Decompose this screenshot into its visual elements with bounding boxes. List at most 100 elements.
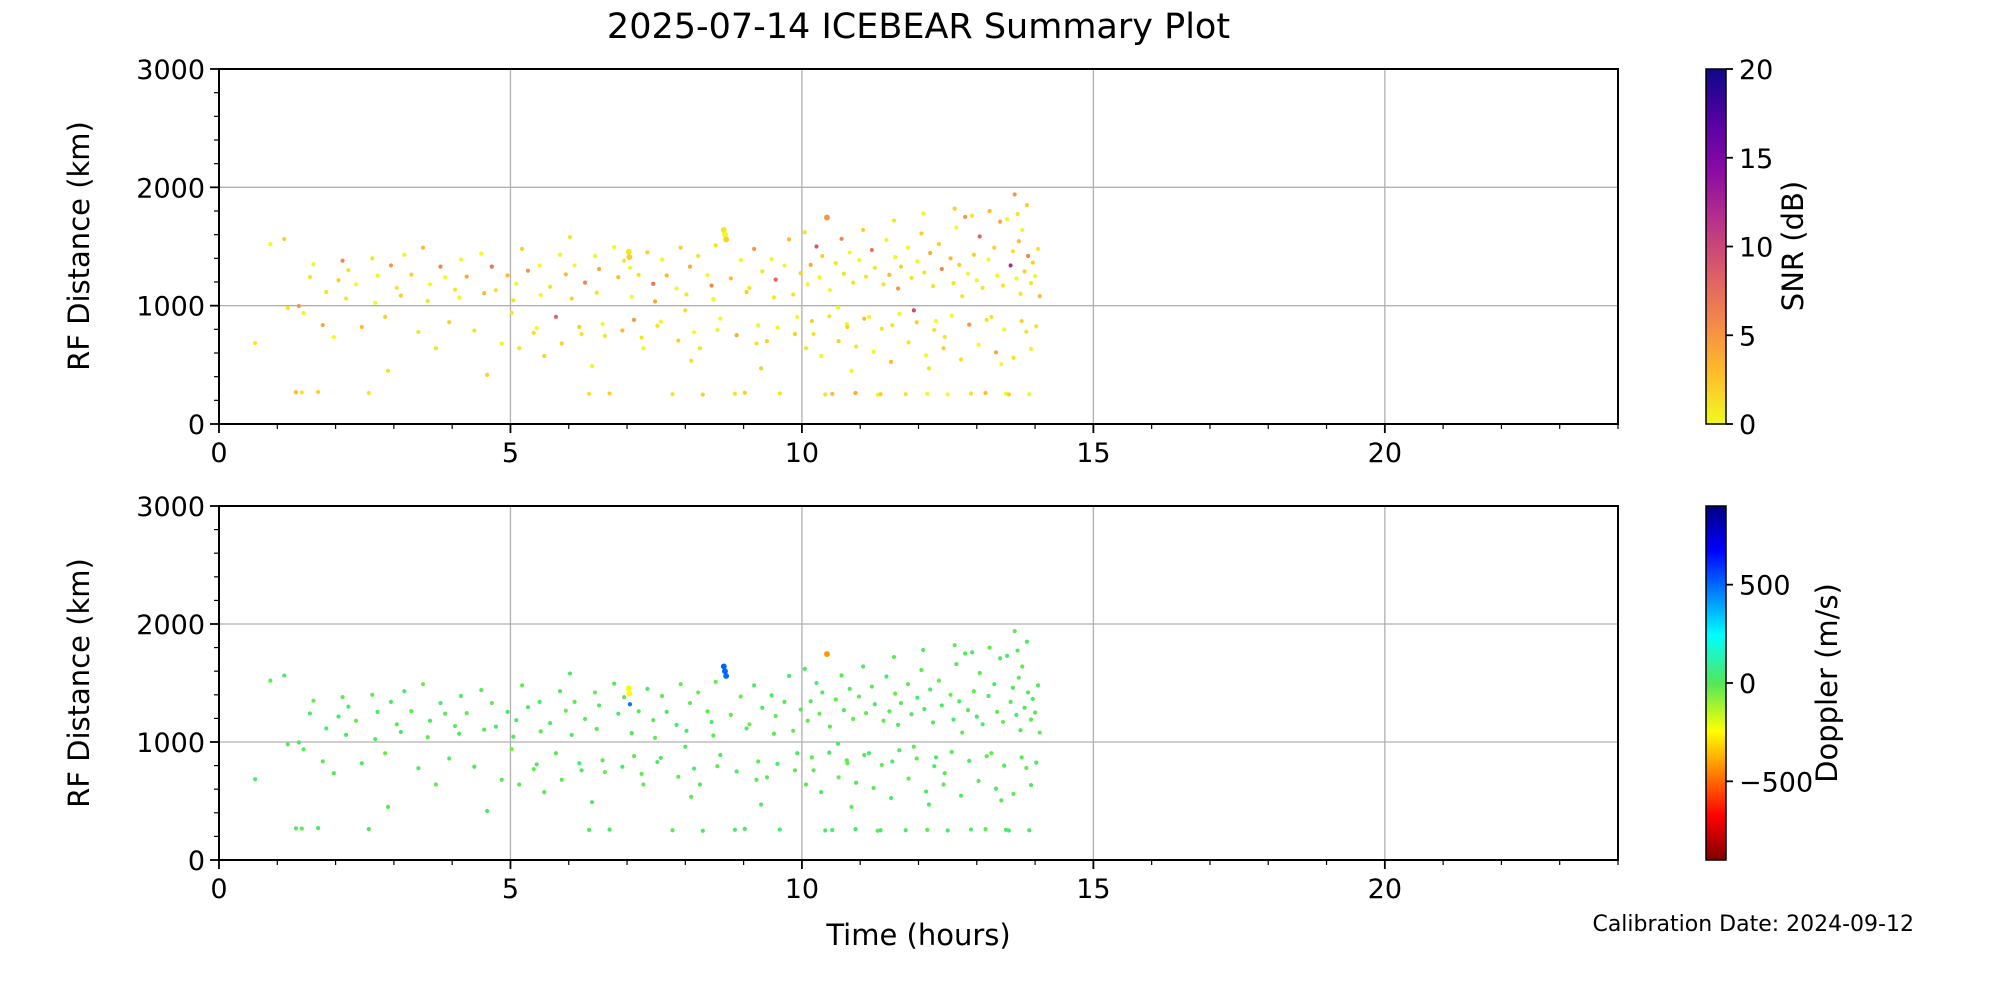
scatter-point [814, 680, 819, 686]
scatter-point [817, 275, 822, 280]
scatter-point [485, 808, 490, 814]
scatter-point [596, 703, 602, 708]
scatter-point [919, 231, 924, 236]
scatter-point [963, 651, 968, 656]
scatter-point [965, 271, 971, 276]
scatter-point [383, 314, 388, 320]
scatter-point [963, 214, 968, 220]
scatter-point [582, 280, 588, 285]
scatter-point [1020, 664, 1025, 669]
scatter-point [631, 317, 637, 322]
x-axis-label: Time (hours) [826, 918, 1011, 952]
scatter-point [447, 756, 452, 761]
scatter-point [951, 281, 956, 286]
scatter-point [472, 328, 477, 333]
scatter-point [983, 826, 988, 832]
scatter-point [839, 236, 844, 241]
scatter-point [984, 754, 989, 759]
scatter-point [898, 264, 904, 269]
scatter-point [1014, 712, 1019, 717]
scatter-point [594, 290, 599, 295]
scatter-point [1019, 318, 1024, 324]
scatter-point [664, 273, 669, 278]
scatter-point [505, 273, 510, 278]
scatter-point [616, 275, 621, 280]
scatter-point [664, 709, 669, 715]
scatter-point [968, 391, 974, 396]
scatter-point [696, 690, 701, 695]
scatter-point [881, 282, 886, 287]
scatter-point [1030, 696, 1035, 702]
scatter-point [579, 331, 584, 337]
scatter-point [499, 777, 504, 782]
scatter-point [833, 697, 838, 702]
scatter-point [723, 672, 730, 679]
scatter-point [683, 744, 688, 749]
scatter-point [684, 292, 689, 297]
scatter-point [620, 328, 625, 333]
scatter-point [631, 754, 637, 759]
scatter-point [809, 755, 814, 760]
scatter-point [773, 713, 778, 719]
scatter-point [370, 256, 375, 261]
scatter-point [841, 708, 846, 713]
scatter-point [747, 285, 752, 291]
scatter-point [715, 327, 720, 333]
scatter-point [687, 700, 693, 706]
scatter-point [1000, 283, 1006, 288]
scatter-point [691, 330, 697, 335]
scatter-point [890, 759, 895, 764]
scatter-point [895, 286, 901, 291]
scatter-point [641, 782, 646, 787]
scatter-point [734, 769, 739, 774]
snr-scatter-panel: 0 5 10 15 20 0 1000 2000 3000 0 5 10 15 20 [136, 55, 1773, 469]
scatter-point [928, 687, 933, 692]
scatter-point [711, 733, 716, 738]
scatter-point [906, 340, 911, 345]
scatter-point [869, 684, 874, 689]
scatter-point [805, 718, 810, 723]
scatter-point [420, 682, 426, 687]
scatter-point [538, 292, 543, 298]
scatter-point [1034, 324, 1039, 329]
scatter-point [489, 700, 494, 706]
y-axis-label-top: RF Distance (km) [62, 121, 96, 371]
scatter-point [433, 346, 438, 351]
scatter-point [425, 735, 430, 740]
scatter-point [802, 230, 807, 235]
scatter-point [612, 681, 617, 686]
scatter-point [589, 363, 595, 369]
scatter-point [893, 691, 898, 696]
scatter-point [983, 390, 988, 396]
scatter-point [811, 331, 816, 337]
scatter-point [472, 764, 477, 769]
scatter-point [577, 324, 582, 330]
scatter-point [861, 227, 866, 233]
scatter-point [862, 316, 867, 321]
scatter-point [798, 707, 803, 712]
scatter-point [856, 258, 862, 263]
scatter-point [340, 258, 345, 263]
scatter-point [1010, 685, 1016, 690]
colorbar-tick-label: 15 [1739, 144, 1773, 175]
scatter-point [639, 335, 644, 340]
scatter-point [941, 782, 946, 787]
scatter-point [425, 298, 430, 304]
scatter-point [987, 645, 992, 650]
scatter-point [970, 213, 975, 218]
scatter-point [942, 771, 947, 776]
scatter-point [891, 218, 897, 223]
scatter-point [936, 242, 942, 247]
scatter-point [879, 326, 884, 331]
scatter-point [553, 314, 559, 320]
scatter-point [697, 782, 703, 787]
scatter-point [968, 827, 974, 832]
scatter-point [771, 295, 777, 300]
scatter-point [889, 795, 894, 801]
scatter-point [479, 251, 484, 256]
scatter-point [998, 219, 1003, 224]
scatter-point [336, 278, 341, 283]
scatter-point [836, 775, 841, 780]
scatter-point [373, 300, 378, 305]
scatter-point [759, 802, 764, 807]
